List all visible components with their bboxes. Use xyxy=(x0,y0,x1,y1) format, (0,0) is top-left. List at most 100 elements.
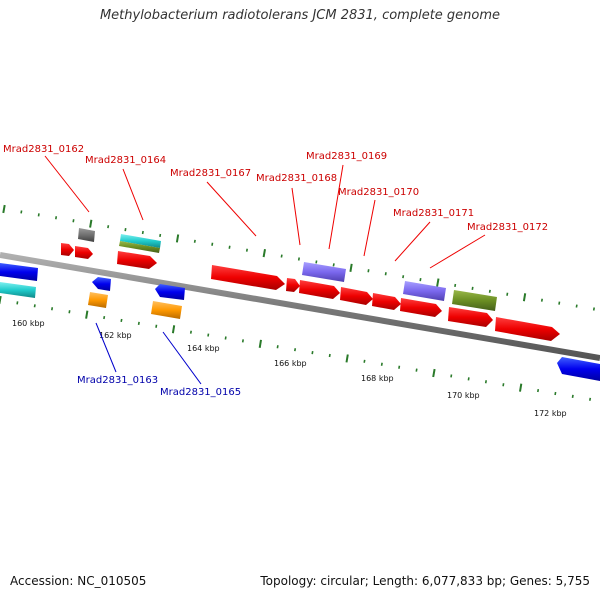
leader-line xyxy=(363,199,376,257)
tick-label: 162 kbp xyxy=(99,331,132,340)
minor-tick xyxy=(488,289,491,293)
tick-label: 170 kbp xyxy=(447,391,480,400)
gene-arrow xyxy=(557,357,600,381)
tick-label: 172 kbp xyxy=(534,409,567,418)
minor-tick xyxy=(328,353,331,358)
minor-tick xyxy=(193,239,196,243)
minor-tick xyxy=(107,225,110,229)
major-tick xyxy=(171,325,176,334)
minor-tick xyxy=(120,318,123,323)
gene-box xyxy=(78,228,95,242)
minor-tick xyxy=(137,321,140,326)
minor-tick xyxy=(592,307,595,311)
minor-tick xyxy=(537,388,540,393)
tick-label: 160 kbp xyxy=(12,319,45,328)
leader-line xyxy=(429,234,486,269)
major-tick xyxy=(345,354,349,363)
minor-tick xyxy=(228,245,231,249)
minor-tick xyxy=(575,304,578,308)
minor-tick xyxy=(103,315,106,320)
major-tick xyxy=(436,278,440,287)
minor-tick xyxy=(571,394,574,399)
minor-tick xyxy=(124,227,127,232)
gene-box xyxy=(88,292,108,308)
minor-tick xyxy=(72,219,75,223)
major-tick xyxy=(349,263,353,272)
leader-line xyxy=(328,164,344,250)
gene-arrow xyxy=(372,293,401,310)
minor-tick xyxy=(68,310,71,314)
minor-tick xyxy=(245,248,248,252)
gene-arrow xyxy=(211,265,285,290)
gene-label: Mrad2831_0172 xyxy=(467,222,548,233)
major-tick xyxy=(85,310,89,319)
gene-arrow xyxy=(495,317,560,341)
gene-arrow xyxy=(117,251,157,269)
gene-arrow xyxy=(155,284,185,300)
minor-tick xyxy=(363,359,366,363)
gene-arrow xyxy=(0,263,38,281)
gene-arrow xyxy=(299,280,340,299)
gene-box xyxy=(452,290,497,311)
gene-arrow xyxy=(92,277,111,291)
gene-arrow xyxy=(61,243,74,256)
minor-tick xyxy=(276,345,279,349)
leader-line xyxy=(206,181,257,237)
position-labels: 160 kbp 162 kbp 164 kbp 166 kbp 168 kbp … xyxy=(12,319,567,418)
gene-label: Mrad2831_0167 xyxy=(170,168,251,179)
tick-label: 166 kbp xyxy=(274,359,307,368)
accession-text: Accession: NC_010505 xyxy=(10,574,147,588)
minor-tick xyxy=(506,292,509,296)
gene-label: Mrad2831_0165 xyxy=(160,387,241,398)
major-tick xyxy=(432,368,436,378)
leader-line xyxy=(44,155,90,213)
inner-tick-ring xyxy=(0,295,592,401)
gene-box xyxy=(120,234,161,248)
minor-tick xyxy=(540,298,543,302)
minor-tick xyxy=(415,368,418,372)
forward-strand-genes xyxy=(61,228,560,341)
reverse-strand-genes xyxy=(0,263,600,381)
gene-box xyxy=(151,301,182,319)
gene-arrow xyxy=(340,287,373,305)
minor-tick xyxy=(297,257,300,261)
minor-tick xyxy=(16,301,19,305)
gene-arrow xyxy=(75,246,93,259)
major-tick xyxy=(175,234,180,243)
minor-tick xyxy=(20,210,23,214)
minor-tick xyxy=(380,362,383,366)
minor-tick xyxy=(332,263,335,267)
minor-tick xyxy=(419,277,422,282)
forward-gene-labels: Mrad2831_0162 Mrad2831_0164 Mrad2831_016… xyxy=(3,144,548,269)
minor-tick xyxy=(471,286,474,291)
minor-tick xyxy=(367,269,370,273)
minor-tick xyxy=(189,330,192,334)
gene-label: Mrad2831_0162 xyxy=(3,144,84,155)
major-tick xyxy=(519,383,523,392)
minor-tick xyxy=(484,380,487,384)
major-tick xyxy=(89,219,93,228)
minor-tick xyxy=(37,213,40,217)
minor-tick xyxy=(454,283,457,288)
gene-arrow xyxy=(286,278,300,292)
gene-arrow xyxy=(400,298,442,317)
minor-tick xyxy=(311,350,314,355)
leader-line xyxy=(95,322,117,373)
major-tick xyxy=(258,339,262,348)
minor-tick xyxy=(554,391,557,396)
minor-tick xyxy=(589,397,592,401)
minor-tick xyxy=(141,230,144,235)
major-tick xyxy=(0,295,2,305)
minor-tick xyxy=(280,254,283,258)
tick-label: 164 kbp xyxy=(187,344,220,353)
minor-tick xyxy=(294,348,297,352)
gene-label: Mrad2831_0168 xyxy=(256,173,337,184)
leader-line xyxy=(394,221,431,262)
minor-tick xyxy=(33,304,36,308)
topology-summary: Topology: circular; Length: 6,077,833 bp… xyxy=(260,574,590,588)
minor-tick xyxy=(384,272,387,276)
minor-tick xyxy=(159,233,162,238)
minor-tick xyxy=(207,333,210,337)
minor-tick xyxy=(402,275,405,279)
minor-tick xyxy=(224,336,227,340)
